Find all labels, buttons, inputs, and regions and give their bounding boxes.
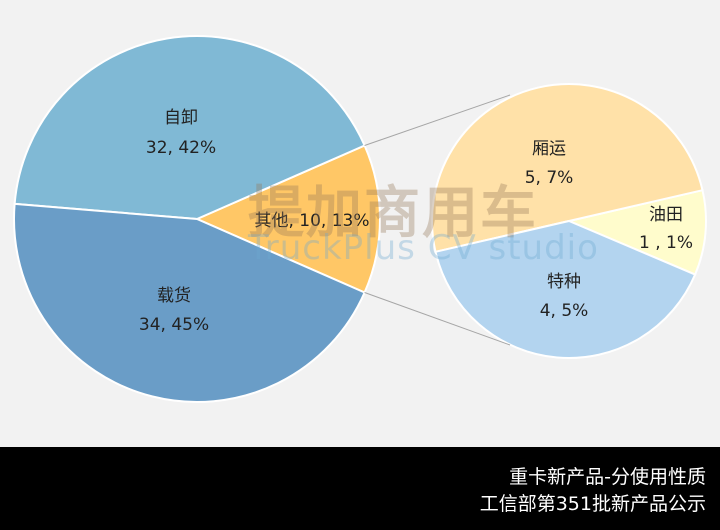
data-label-name-youtian: 油田: [649, 205, 683, 225]
footer-title: 重卡新产品-分使用性质: [509, 466, 706, 488]
data-label-value-zixie: 32, 42%: [146, 138, 216, 158]
secondary-slice-1: [431, 83, 704, 254]
connector-line-top: [364, 94, 511, 146]
connector-line-bottom: [364, 292, 511, 346]
data-label-value-youtian: 1 , 1%: [639, 233, 693, 253]
pie-of-pie-chart: 其他, 10, 13% 自卸 32, 42% 载货 34, 45% 油田 1 , 1% 厢运 5…: [13, 35, 707, 403]
main-slice-1: [13, 35, 366, 221]
main-slice-2: [13, 202, 366, 403]
data-label-other: 其他, 10, 13%: [254, 211, 369, 231]
data-label-name-xiangyun: 厢运: [532, 139, 566, 159]
data-label-value-xiangyun: 5, 7%: [525, 168, 574, 188]
data-label-name-zaihuo: 载货: [157, 286, 191, 306]
data-label-name-tezhong: 特种: [547, 272, 581, 292]
data-label-value-zaihuo: 34, 45%: [139, 315, 209, 335]
data-label-name-zixie: 自卸: [164, 108, 198, 128]
secondary-slice-0: [565, 188, 707, 276]
secondary-slice-2: [434, 219, 697, 359]
footer-subtitle: 工信部第351批新产品公示: [479, 493, 706, 515]
footer-bar: 重卡新产品-分使用性质 工信部第351批新产品公示: [0, 447, 720, 530]
main-slice-0: [194, 144, 381, 294]
data-label-value-tezhong: 4, 5%: [540, 301, 589, 321]
